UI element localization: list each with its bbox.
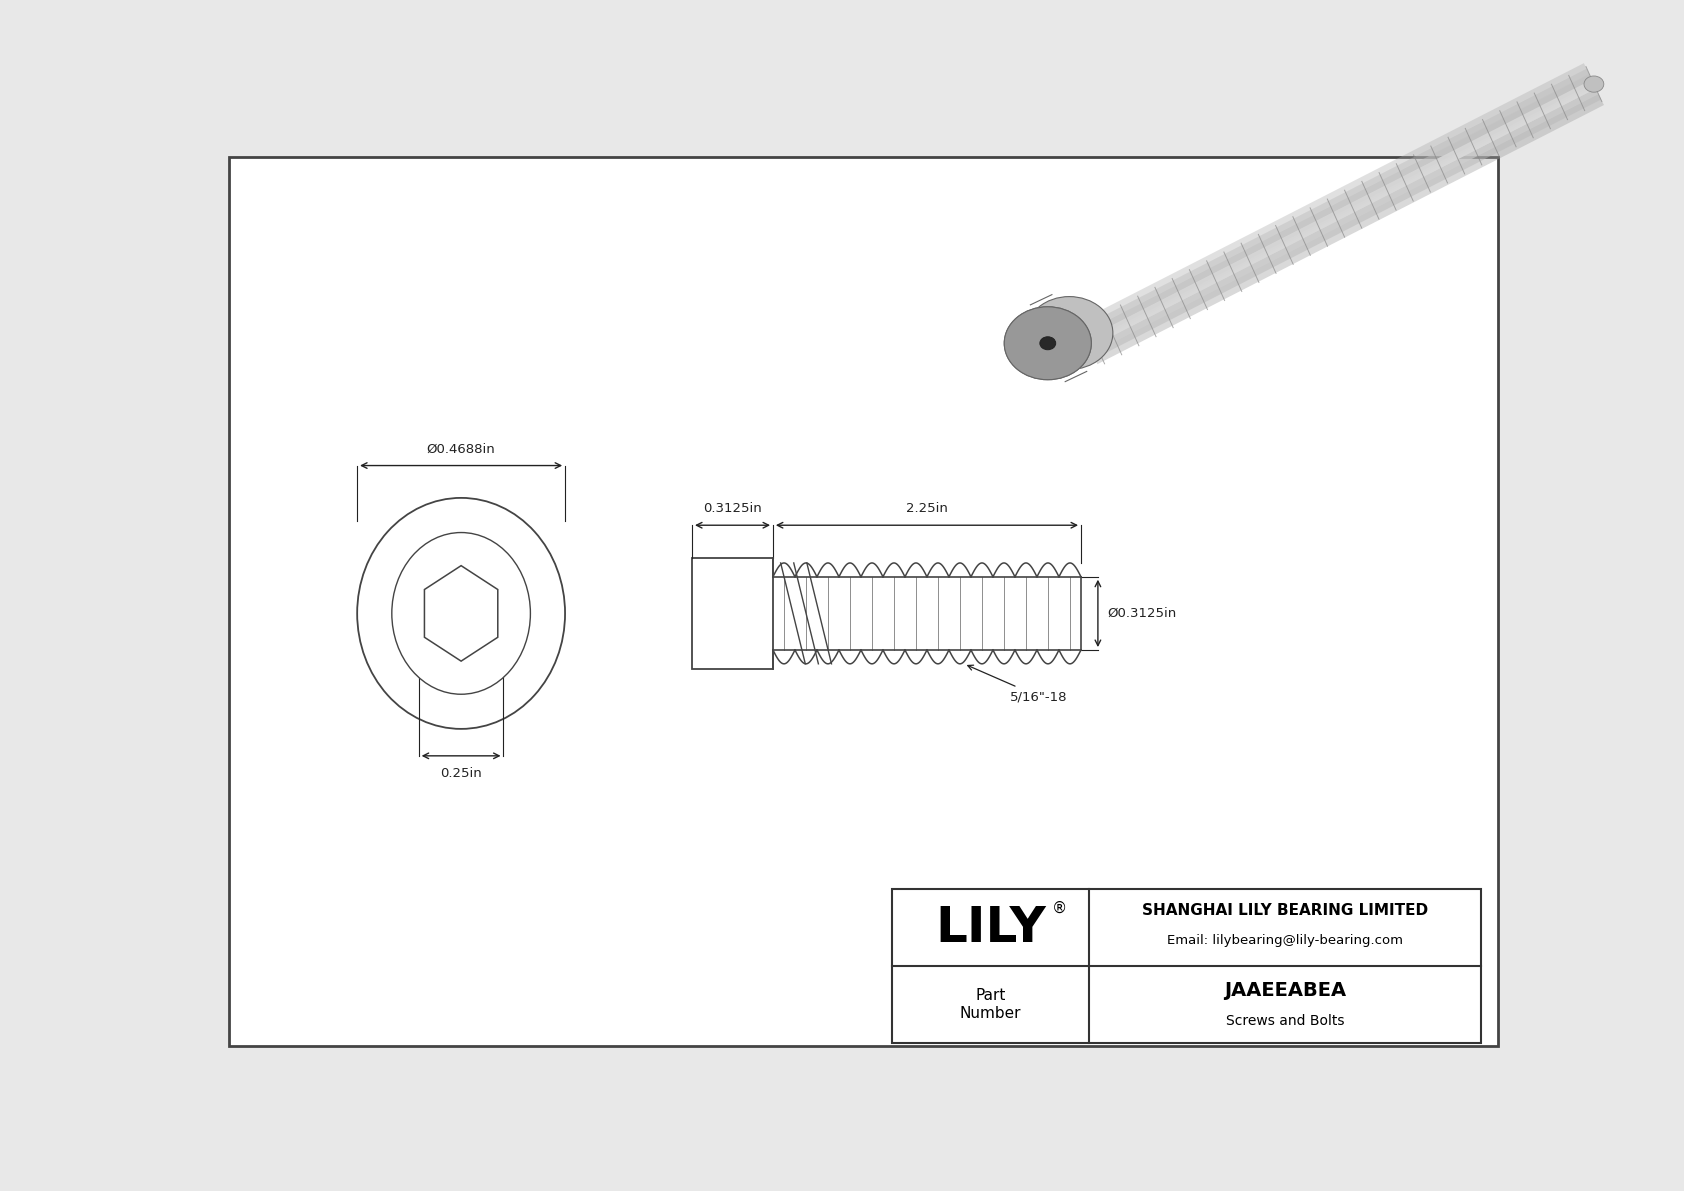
Text: 2.25in: 2.25in <box>906 503 948 516</box>
Text: 0.3125in: 0.3125in <box>704 503 761 516</box>
Ellipse shape <box>1026 297 1113 369</box>
Text: Screws and Bolts: Screws and Bolts <box>1226 1015 1344 1029</box>
Ellipse shape <box>1056 329 1074 342</box>
Text: JAAEEABEA: JAAEEABEA <box>1224 981 1346 1000</box>
FancyBboxPatch shape <box>692 557 773 669</box>
Text: 0.25in: 0.25in <box>440 767 482 780</box>
Ellipse shape <box>1041 337 1056 350</box>
FancyBboxPatch shape <box>229 157 1497 1046</box>
Text: 5/16"-18: 5/16"-18 <box>968 666 1068 703</box>
Ellipse shape <box>392 532 530 694</box>
Ellipse shape <box>1004 307 1091 380</box>
Text: Part
Number: Part Number <box>960 989 1021 1021</box>
Text: Ø0.4688in: Ø0.4688in <box>426 443 495 455</box>
Text: Email: lilybearing@lily-bearing.com: Email: lilybearing@lily-bearing.com <box>1167 934 1403 947</box>
Ellipse shape <box>357 498 566 729</box>
Text: LILY: LILY <box>935 904 1046 952</box>
Bar <box>893 888 1482 1043</box>
Polygon shape <box>424 566 498 661</box>
Text: ®: ® <box>1052 900 1068 916</box>
Ellipse shape <box>1585 76 1603 92</box>
Text: Ø0.3125in: Ø0.3125in <box>1106 607 1177 619</box>
Text: SHANGHAI LILY BEARING LIMITED: SHANGHAI LILY BEARING LIMITED <box>1142 903 1428 918</box>
Ellipse shape <box>1004 307 1091 380</box>
